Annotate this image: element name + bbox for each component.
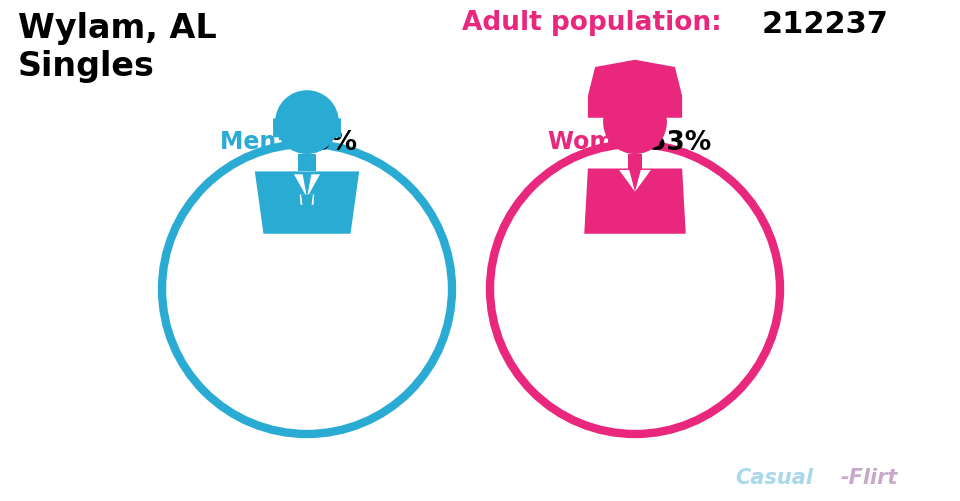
Text: Singles: Singles: [18, 50, 155, 83]
Text: 46%: 46%: [295, 130, 358, 156]
Bar: [628, 155, 642, 169]
Text: Wylam, AL: Wylam, AL: [18, 12, 217, 45]
Polygon shape: [301, 195, 313, 204]
Text: 212237: 212237: [762, 10, 889, 39]
Polygon shape: [300, 195, 314, 205]
Text: -Flirt: -Flirt: [840, 467, 898, 487]
Text: 53%: 53%: [648, 130, 711, 156]
Text: Men:: Men:: [220, 130, 294, 154]
Text: Casual: Casual: [735, 467, 813, 487]
Polygon shape: [588, 61, 683, 119]
Circle shape: [276, 91, 339, 155]
Polygon shape: [307, 175, 320, 198]
Polygon shape: [294, 175, 307, 198]
Text: Adult population:: Adult population:: [462, 10, 731, 36]
Bar: [299, 155, 316, 172]
Polygon shape: [619, 171, 635, 192]
Circle shape: [603, 91, 667, 155]
Circle shape: [490, 145, 780, 434]
FancyBboxPatch shape: [331, 119, 341, 138]
FancyBboxPatch shape: [273, 119, 283, 138]
Polygon shape: [301, 195, 313, 218]
Circle shape: [162, 145, 452, 434]
Polygon shape: [585, 169, 685, 234]
Text: Women:: Women:: [548, 130, 664, 154]
Polygon shape: [635, 171, 651, 192]
Polygon shape: [254, 172, 359, 234]
